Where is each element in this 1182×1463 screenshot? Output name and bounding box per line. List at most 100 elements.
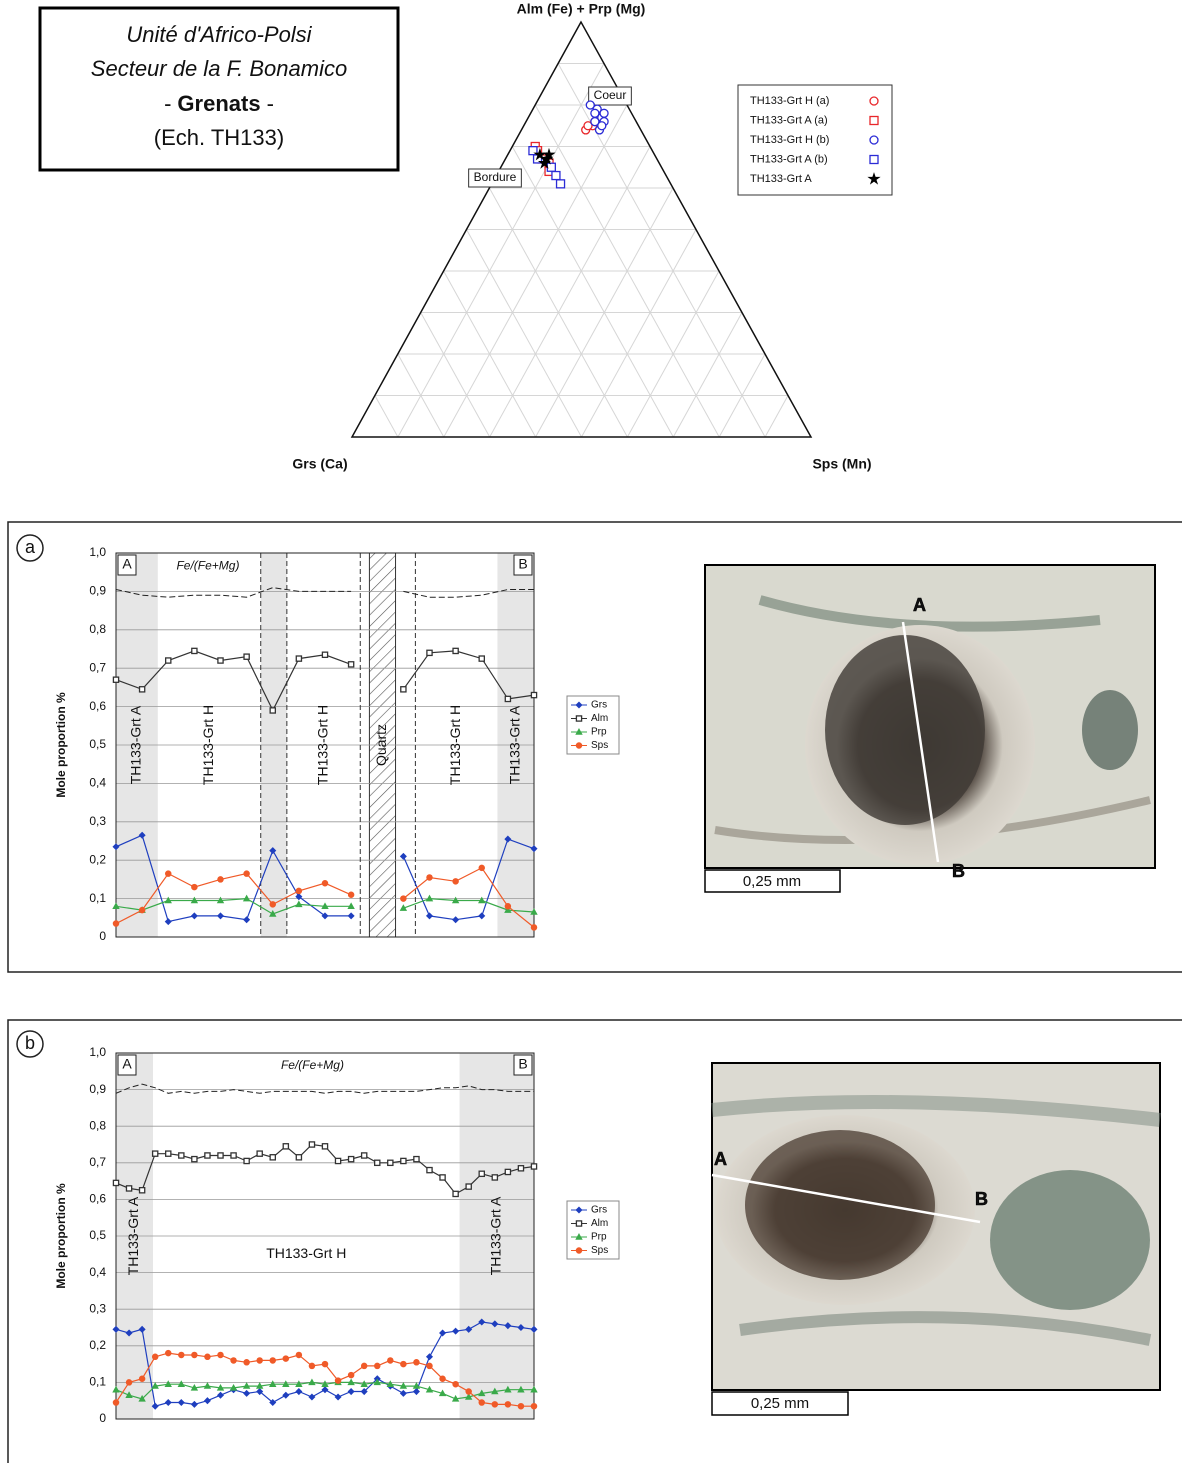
y-axis-title: Mole proportion % <box>54 1183 68 1289</box>
grid-line <box>397 353 445 438</box>
marker <box>112 843 120 851</box>
marker <box>269 910 277 917</box>
marker <box>151 1402 159 1410</box>
marker <box>347 1155 355 1163</box>
marker <box>269 707 276 714</box>
marker <box>590 108 600 118</box>
marker <box>504 903 512 910</box>
marker <box>282 1391 290 1399</box>
marker <box>426 1166 433 1174</box>
y-tick-label: 0,6 <box>89 1192 106 1206</box>
panel-letter: b <box>25 1033 35 1053</box>
region-label: TH133-Grt A <box>506 705 522 784</box>
marker <box>530 924 538 931</box>
y-axis-title: Mole proportion % <box>54 692 68 798</box>
marker <box>478 1399 485 1406</box>
marker <box>243 1359 250 1366</box>
legend-swatch <box>869 96 879 106</box>
title-dash: - <box>164 91 171 116</box>
marker <box>530 908 538 915</box>
grid-line <box>397 63 605 438</box>
marker <box>412 1382 421 1389</box>
photo-label: B <box>975 1189 988 1209</box>
marker <box>452 647 459 655</box>
marker <box>151 1382 159 1389</box>
marker <box>243 870 250 877</box>
marker <box>203 1382 212 1389</box>
corner-label: B <box>518 1056 527 1072</box>
marker <box>164 1399 172 1407</box>
marker <box>387 1357 394 1364</box>
marker <box>230 1357 237 1364</box>
legend-label: Grs <box>591 700 607 711</box>
marker <box>216 896 225 904</box>
marker <box>347 902 355 910</box>
marker <box>533 147 547 161</box>
marker <box>504 1168 512 1176</box>
plot-frame <box>115 1052 535 1420</box>
marker <box>360 1152 368 1159</box>
marker <box>425 912 434 920</box>
marker <box>491 1387 499 1395</box>
photo-label: A <box>913 595 926 615</box>
marker <box>125 1185 133 1192</box>
corner-label: A <box>122 556 132 572</box>
ratio-label: Fe/(Fe+Mg) <box>281 1058 344 1072</box>
marker <box>504 695 512 703</box>
marker <box>269 1399 277 1407</box>
marker <box>282 1355 290 1362</box>
marker <box>112 1179 120 1187</box>
marker <box>204 1353 211 1361</box>
marker <box>504 835 512 843</box>
legend-label: Alm <box>591 713 608 724</box>
y-tick-label: 0,9 <box>89 1082 106 1096</box>
marker <box>191 883 198 891</box>
marker <box>295 1351 303 1359</box>
marker <box>242 894 251 902</box>
region-label: TH133-Grt H <box>200 705 216 785</box>
marker <box>190 896 199 904</box>
marker <box>530 845 538 853</box>
legend-label: TH133-Grt A <box>750 173 812 185</box>
marker <box>178 1351 185 1359</box>
marker <box>551 170 561 181</box>
y-tick-label: 0 <box>99 929 106 943</box>
marker <box>465 1183 472 1190</box>
marker <box>504 1385 512 1393</box>
annotation-box <box>468 168 522 188</box>
marker <box>164 1349 172 1357</box>
marker <box>334 1393 342 1401</box>
grid-line <box>466 229 582 438</box>
marker <box>230 1152 237 1159</box>
marker <box>138 1325 146 1333</box>
marker <box>386 1380 395 1387</box>
series-line <box>115 867 535 928</box>
marker <box>321 879 329 887</box>
region-label: TH133-Grt A <box>128 705 144 784</box>
legend-swatch <box>575 1206 583 1214</box>
y-tick-label: 0,9 <box>89 584 106 598</box>
legend-swatch <box>575 728 583 735</box>
marker <box>399 852 407 860</box>
marker <box>321 1360 329 1368</box>
marker <box>216 1391 225 1399</box>
marker <box>269 847 277 855</box>
marker <box>177 1399 185 1407</box>
marker <box>360 1362 368 1370</box>
marker <box>269 1357 276 1364</box>
marker <box>203 1397 211 1405</box>
panel-frames <box>7 521 1182 1463</box>
marker <box>112 1325 120 1333</box>
marker <box>504 1401 512 1408</box>
marker <box>256 1388 264 1396</box>
title-line: Unité d'Africo-Polsi <box>126 22 312 47</box>
title-bold: Grenats <box>177 91 260 116</box>
legend-swatch <box>575 701 583 709</box>
marker <box>177 1380 186 1387</box>
grid-line <box>581 229 697 438</box>
grid-line <box>443 270 537 438</box>
marker <box>439 1329 447 1337</box>
marker <box>217 876 224 883</box>
marker <box>465 1325 473 1333</box>
